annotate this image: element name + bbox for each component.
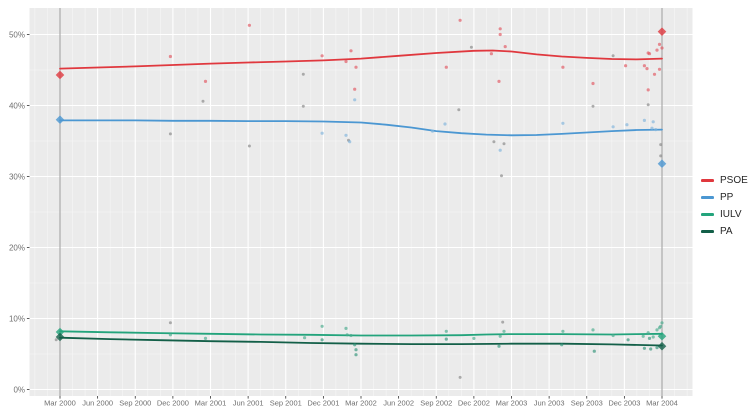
x-axis-label: Sep 2000 — [119, 399, 151, 408]
y-axis-label: 50% — [9, 30, 25, 39]
election-result-marker-iulv — [657, 331, 667, 341]
election-result-marker-psoe — [657, 27, 667, 36]
legend-line-swatch-pa — [701, 230, 714, 233]
x-axis-label: Mar 2000 — [44, 399, 76, 408]
x-axis-label: Mar 2002 — [345, 399, 377, 408]
poll-points-psoe — [168, 18, 664, 92]
y-axis-label: 10% — [9, 314, 25, 323]
poll-points-pa — [320, 336, 659, 357]
x-axis-label: Mar 2004 — [646, 399, 678, 408]
trend-line-psoe — [59, 49, 663, 70]
x-axis-label: Jun 2002 — [383, 399, 414, 408]
y-axis-label: 40% — [9, 101, 25, 110]
y-axis-label: 0% — [13, 385, 25, 394]
election-result-marker-pa — [657, 341, 667, 351]
legend-item-iulv: IULV — [701, 206, 748, 223]
x-axis-label: Mar 2003 — [496, 399, 528, 408]
legend-label-iulv: IULV — [720, 208, 742, 220]
poll-points-iulv — [168, 321, 664, 340]
trend-line-pp — [59, 119, 663, 137]
election-result-marker-iulv — [55, 327, 65, 337]
legend-label-pp: PP — [720, 191, 734, 203]
legend-line-swatch-iulv — [701, 213, 714, 216]
gridlines-minor — [29, 8, 693, 396]
poll-points-other — [54, 45, 663, 379]
election-result-marker-pp — [55, 115, 65, 124]
chart-legend: PSOE PP IULV PA — [701, 172, 748, 240]
x-axis-label: Dec 2002 — [458, 399, 490, 408]
poll-points-pp — [320, 98, 658, 152]
trend-line-iulv — [59, 330, 663, 337]
election-result-marker-pa — [55, 332, 65, 342]
y-axis-label: 30% — [9, 172, 25, 181]
legend-item-pp: PP — [701, 189, 748, 206]
x-axis-label: Sep 2001 — [270, 399, 302, 408]
legend-label-pa: PA — [720, 225, 733, 237]
election-result-marker-psoe — [55, 70, 65, 80]
x-axis-label: Sep 2003 — [571, 399, 603, 408]
legend-line-swatch-pp — [701, 196, 714, 199]
legend-item-pa: PA — [701, 223, 748, 240]
legend-label-psoe: PSOE — [720, 174, 748, 186]
x-axis-label: Jun 2001 — [233, 399, 264, 408]
legend-item-psoe: PSOE — [701, 172, 748, 189]
x-axis-label: Dec 2001 — [307, 399, 339, 408]
y-axis-label: 20% — [9, 243, 25, 252]
x-axis-label: Sep 2002 — [420, 399, 452, 408]
x-axis-label: Jun 2000 — [82, 399, 113, 408]
x-axis-label: Dec 2003 — [608, 399, 640, 408]
legend-line-swatch-psoe — [701, 179, 714, 182]
x-axis-label: Mar 2001 — [195, 399, 227, 408]
x-axis-label: Dec 2000 — [157, 399, 189, 408]
x-axis-label: Jun 2003 — [534, 399, 565, 408]
election-result-marker-pp — [657, 159, 667, 169]
